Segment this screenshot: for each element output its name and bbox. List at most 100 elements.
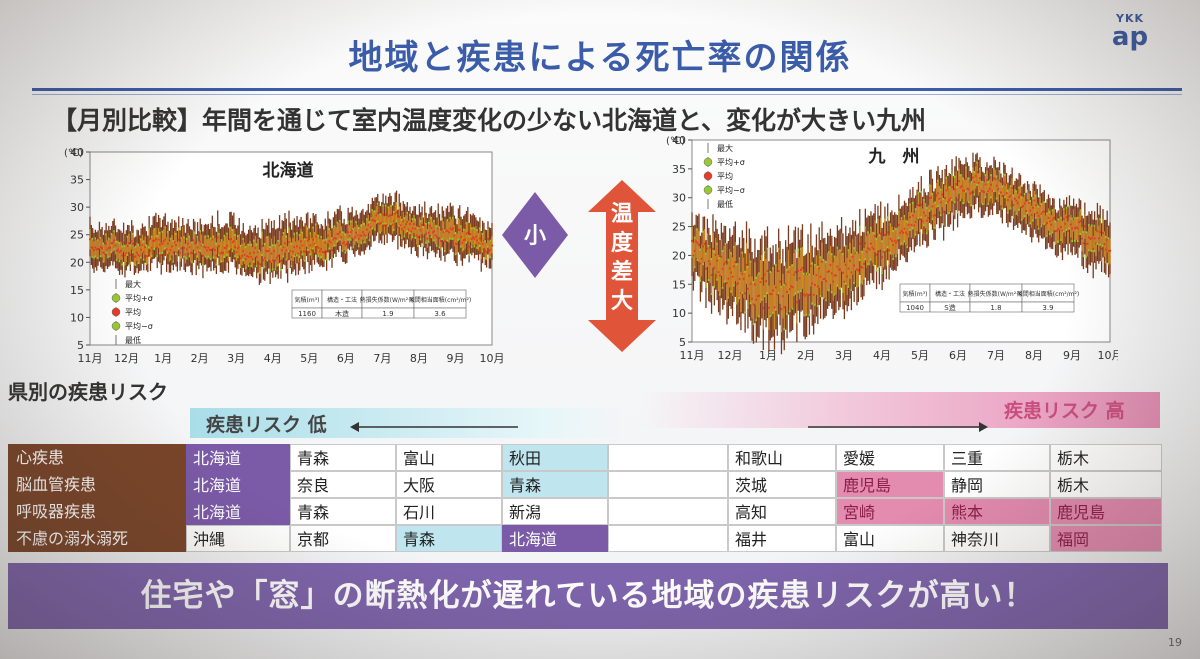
daily-mean-point bbox=[105, 242, 108, 245]
daily-mean-point bbox=[209, 248, 213, 252]
daily-mean-point bbox=[780, 307, 783, 311]
daily-mean-point bbox=[411, 227, 414, 230]
daily-mean-point bbox=[297, 252, 300, 255]
daily-mean-point bbox=[244, 258, 248, 261]
daily-mean-point bbox=[279, 259, 283, 263]
daily-mean-point bbox=[785, 290, 789, 293]
daily-mean-point bbox=[997, 188, 1000, 191]
daily-mean-point bbox=[207, 246, 210, 249]
daily-mean-point bbox=[113, 239, 116, 242]
daily-mean-point bbox=[699, 262, 702, 265]
daily-mean-point bbox=[1103, 243, 1106, 246]
daily-mean-point bbox=[94, 246, 97, 249]
daily-mean-point bbox=[931, 205, 934, 208]
daily-mean-point bbox=[693, 249, 696, 252]
daily-mean-point bbox=[134, 255, 137, 258]
daily-mean-point bbox=[777, 269, 780, 273]
daily-mean-point bbox=[889, 237, 892, 240]
daily-mean-point bbox=[489, 248, 492, 251]
spec-header-text: 熱損失係数(W/m²·K) bbox=[360, 296, 417, 304]
daily-mean-point bbox=[1087, 236, 1091, 239]
daily-mean-point bbox=[433, 230, 436, 233]
daily-mean-point bbox=[728, 267, 731, 270]
daily-mean-point bbox=[892, 243, 895, 247]
daily-mean-point bbox=[357, 237, 360, 240]
daily-mean-point bbox=[332, 238, 335, 241]
daily-mean-point bbox=[907, 223, 910, 226]
daily-mean-point bbox=[696, 242, 699, 245]
high-risk-label: 疾患リスク 高 bbox=[1004, 400, 1125, 422]
daily-mean-point bbox=[801, 266, 804, 270]
daily-mean-point bbox=[168, 251, 171, 255]
y-tick-label: 10 bbox=[70, 311, 84, 324]
daily-mean-point bbox=[373, 220, 377, 223]
high-risk-prefecture: 神奈川 bbox=[944, 525, 1050, 552]
daily-mean-point bbox=[799, 268, 803, 271]
daily-mean-point bbox=[360, 234, 363, 237]
daily-mean-point bbox=[1079, 220, 1082, 223]
daily-mean-point bbox=[250, 255, 253, 258]
daily-mean-point bbox=[955, 182, 958, 186]
subtitle: 【月別比較】年間を通じて室内温度変化の少ない北海道と、変化が大きい九州 bbox=[52, 106, 927, 135]
daily-mean-point bbox=[472, 236, 475, 239]
daily-mean-point bbox=[1055, 229, 1058, 232]
daily-mean-point bbox=[427, 231, 430, 234]
daily-mean-point bbox=[139, 248, 143, 251]
daily-mean-point bbox=[251, 258, 254, 261]
daily-mean-point bbox=[322, 251, 326, 254]
daily-mean-point bbox=[117, 248, 120, 251]
daily-mean-point bbox=[425, 232, 428, 235]
daily-mean-point bbox=[295, 245, 299, 248]
daily-mean-point bbox=[1064, 222, 1067, 225]
daily-mean-point bbox=[939, 201, 942, 204]
daily-mean-point bbox=[781, 295, 784, 298]
spec-value-text: 木造 bbox=[335, 309, 349, 318]
daily-mean-point bbox=[468, 245, 471, 248]
daily-mean-point bbox=[212, 247, 215, 250]
high-risk-prefecture: 栃木 bbox=[1050, 444, 1162, 471]
x-tick-label: 4月 bbox=[264, 352, 282, 365]
conclusion-banner: 住宅や「窓」の断熱化が遅れている地域の疾患リスクが高い！ bbox=[8, 563, 1168, 629]
daily-mean-point bbox=[881, 256, 884, 259]
y-tick-label: 30 bbox=[672, 192, 686, 205]
daily-mean-point bbox=[1009, 194, 1012, 197]
daily-mean-point bbox=[1083, 225, 1086, 228]
daily-mean-point bbox=[410, 230, 413, 233]
spec-header-text: 構造・工法 bbox=[327, 296, 357, 304]
daily-mean-point bbox=[1051, 218, 1054, 221]
daily-mean-point bbox=[254, 246, 257, 250]
daily-mean-point bbox=[885, 249, 888, 252]
low-risk-prefecture: 青森 bbox=[502, 471, 608, 498]
daily-mean-point bbox=[129, 253, 132, 256]
x-tick-label: 9月 bbox=[446, 352, 464, 365]
daily-mean-point bbox=[1004, 183, 1007, 186]
daily-mean-point bbox=[791, 285, 794, 289]
daily-mean-point bbox=[126, 244, 129, 248]
legend-marker bbox=[703, 157, 713, 167]
daily-mean-point bbox=[486, 237, 490, 241]
daily-mean-point bbox=[298, 246, 301, 250]
daily-mean-point bbox=[1026, 199, 1029, 202]
daily-mean-point bbox=[903, 227, 906, 230]
low-risk-prefecture: 沖縄 bbox=[186, 525, 290, 552]
daily-mean-point bbox=[959, 186, 962, 189]
daily-mean-point bbox=[710, 273, 713, 277]
daily-mean-point bbox=[825, 280, 828, 283]
daily-mean-point bbox=[875, 253, 878, 256]
daily-mean-point bbox=[455, 243, 459, 246]
daily-mean-point bbox=[832, 280, 835, 283]
daily-mean-point bbox=[248, 252, 252, 255]
daily-mean-point bbox=[199, 240, 202, 243]
daily-mean-point bbox=[187, 242, 190, 245]
daily-mean-point bbox=[846, 275, 849, 278]
spec-value-text: 1.8 bbox=[990, 304, 1001, 312]
daily-mean-point bbox=[766, 269, 769, 273]
daily-mean-point bbox=[293, 245, 296, 249]
daily-mean-point bbox=[857, 269, 860, 272]
y-tick-label: 20 bbox=[70, 256, 84, 269]
daily-mean-point bbox=[704, 267, 708, 270]
daily-mean-point bbox=[286, 258, 289, 262]
daily-mean-point bbox=[325, 250, 328, 253]
daily-mean-point bbox=[399, 224, 402, 227]
daily-mean-point bbox=[355, 231, 358, 234]
